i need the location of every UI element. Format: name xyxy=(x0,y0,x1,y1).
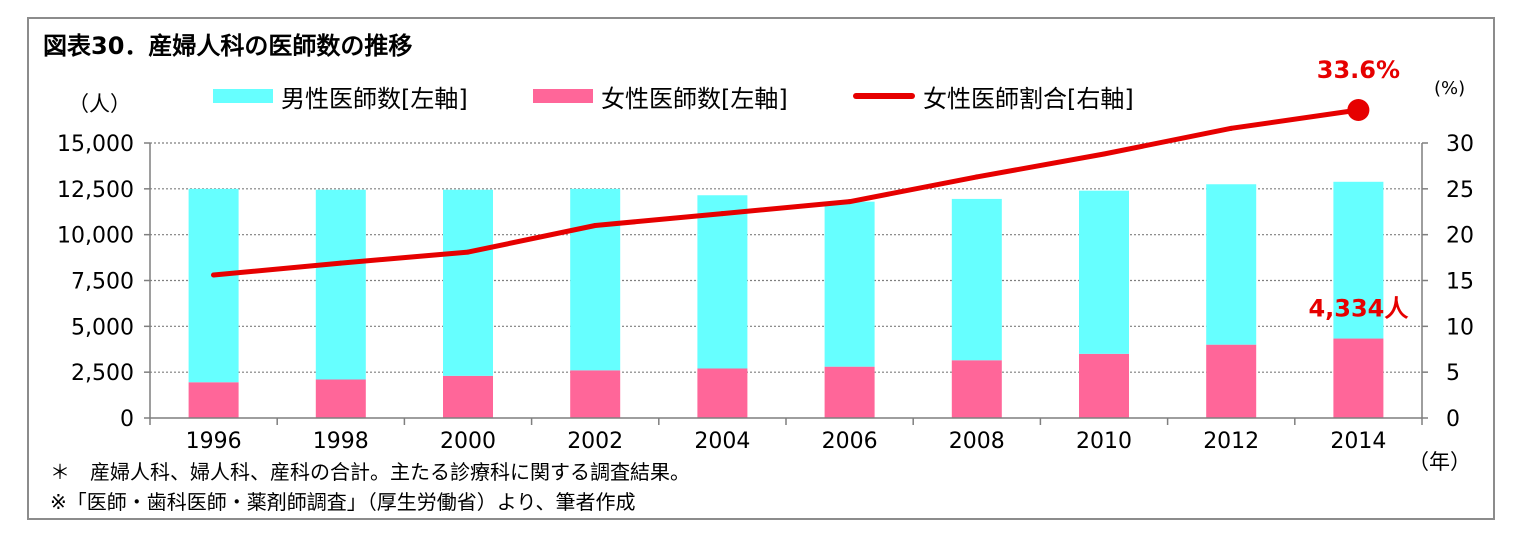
left-tick-label: 10,000 xyxy=(57,224,134,249)
legend-ratio: 女性医師割合[右軸] xyxy=(853,80,1134,113)
right-tick-label: 5 xyxy=(1446,361,1460,386)
legend-ratio-line xyxy=(853,93,915,99)
bar-female-1996 xyxy=(188,382,239,418)
x-tick-label-2002: 2002 xyxy=(567,429,623,454)
ratio-line xyxy=(211,99,1370,278)
right-axis-ticks: 0 5 10 15 20 25 30 xyxy=(1422,132,1474,432)
right-tick-label: 30 xyxy=(1446,132,1474,157)
legend-female-swatch xyxy=(533,89,593,103)
bar-male-1998 xyxy=(315,189,366,380)
ratio-point-2012 xyxy=(1228,125,1234,131)
x-tick-label-2006: 2006 xyxy=(822,429,878,454)
ratio-series-line xyxy=(211,107,1361,278)
x-tick-label-2004: 2004 xyxy=(694,429,750,454)
bars xyxy=(188,181,1384,418)
legend-female-label: 女性医師数[左軸] xyxy=(601,84,788,113)
ratio-point-2010 xyxy=(1101,151,1107,157)
legend-male-label: 男性医師数[左軸] xyxy=(281,84,468,113)
ratio-point-2014 xyxy=(1347,99,1370,121)
bar-female-1998 xyxy=(315,379,366,418)
right-tick-label: 0 xyxy=(1446,407,1460,432)
note-1: ＊ 産婦人科、婦人科、産科の合計。主たる診療科に関する調査結果。 xyxy=(50,460,690,484)
ratio-point-1998 xyxy=(338,260,344,266)
left-axis-ticks: 0 2,500 5,000 7,500 10,000 12,500 15,000 xyxy=(57,132,150,432)
ratio-point-2004 xyxy=(719,211,725,217)
x-tick-label-2000: 2000 xyxy=(440,429,496,454)
ratio-point-1996 xyxy=(211,272,217,278)
bar-female-2004 xyxy=(697,368,748,418)
bar-male-1996 xyxy=(188,188,239,383)
x-tick-label-1998: 1998 xyxy=(313,429,369,454)
left-tick-label: 0 xyxy=(120,407,134,432)
x-tick-label-2012: 2012 xyxy=(1203,429,1259,454)
bar-female-2000 xyxy=(443,375,493,418)
bar-male-2008 xyxy=(951,198,1002,361)
right-axis-unit: (%) xyxy=(1434,78,1466,99)
legend-male-swatch xyxy=(213,89,273,103)
right-tick-label: 20 xyxy=(1446,224,1474,249)
left-tick-label: 12,500 xyxy=(57,178,134,203)
bar-female-2010 xyxy=(1079,353,1129,418)
x-axis-ticks: 1996 1998 2000 2002 2004 2006 2008 2010 2012 2014 xyxy=(186,429,1387,454)
bar-male-2000 xyxy=(443,189,493,376)
bar-female-2008 xyxy=(951,360,1002,418)
left-axis-unit: （人） xyxy=(68,92,131,116)
note-2: ※「医師・歯科医師・薬剤師調査」（厚生労働省）より、筆者作成 xyxy=(50,490,636,514)
bar-female-2012 xyxy=(1206,344,1257,418)
bar-female-2002 xyxy=(570,370,621,418)
x-tick-label-1996: 1996 xyxy=(186,429,242,454)
bar-male-2006 xyxy=(824,201,875,367)
left-tick-label: 2,500 xyxy=(71,361,134,386)
right-tick-label: 10 xyxy=(1446,315,1474,340)
ratio-point-2002 xyxy=(592,223,598,228)
bar-male-2002 xyxy=(570,188,621,371)
chart-title: 図表30．産婦人科の医師数の推移 xyxy=(43,32,413,60)
annotations: 33.6% 4,334人 xyxy=(1308,56,1408,323)
legend-female: 女性医師数[左軸] xyxy=(533,80,788,113)
female-last-label: 4,334人 xyxy=(1308,295,1408,323)
ratio-last-label: 33.6% xyxy=(1317,56,1400,84)
left-tick-label: 7,500 xyxy=(71,270,134,295)
bar-male-2014 xyxy=(1333,181,1384,339)
right-tick-label: 15 xyxy=(1446,270,1474,295)
x-tick-label-2010: 2010 xyxy=(1076,429,1132,454)
ratio-point-2008 xyxy=(974,174,980,180)
ratio-point-2006 xyxy=(847,199,853,205)
left-tick-label: 15,000 xyxy=(57,132,134,157)
legend-male: 男性医師数[左軸] xyxy=(213,80,468,113)
x-tick-label-2008: 2008 xyxy=(949,429,1005,454)
bar-male-2012 xyxy=(1206,184,1257,345)
bar-male-2010 xyxy=(1079,190,1129,354)
bar-female-2006 xyxy=(824,366,875,418)
x-axis-unit: （年） xyxy=(1408,450,1471,474)
ratio-point-2000 xyxy=(465,249,471,255)
right-tick-label: 25 xyxy=(1446,178,1474,203)
bar-female-2014 xyxy=(1333,338,1384,418)
bar-male-2004 xyxy=(697,195,748,369)
left-tick-label: 5,000 xyxy=(71,315,134,340)
legend-ratio-label: 女性医師割合[右軸] xyxy=(923,84,1134,113)
x-tick-label-2014: 2014 xyxy=(1330,429,1386,454)
